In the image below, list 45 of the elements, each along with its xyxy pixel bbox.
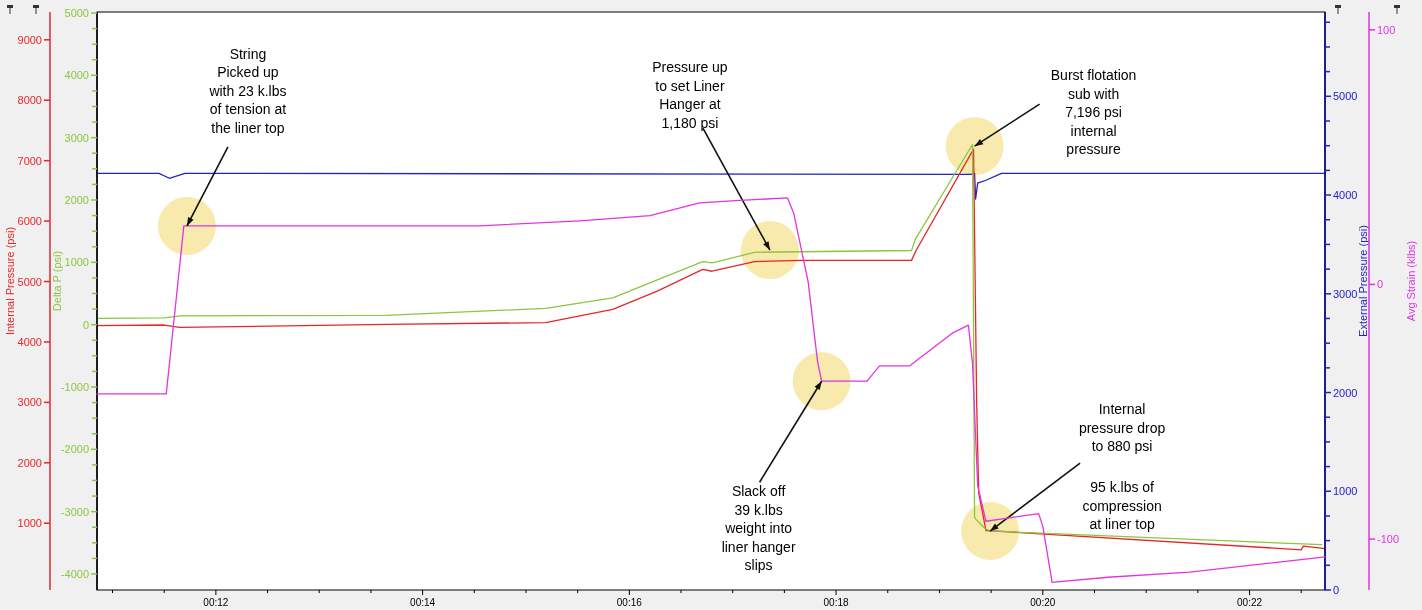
y-tick-label: 5000 — [17, 275, 42, 288]
y3-tick-label: 2000 — [1333, 386, 1358, 399]
x-tick-label: 00:22 — [1237, 597, 1263, 608]
x-tick-label: 00:20 — [1030, 597, 1056, 608]
y2-tick-label: 2000 — [64, 193, 89, 206]
y3-axis-title: External Pressure (psi) — [1357, 225, 1369, 337]
y3-tick-label: 1000 — [1333, 485, 1358, 498]
annotation: Pressure up to set Liner Hanger at 1,180 psi — [652, 59, 728, 131]
y-tick-label: 4000 — [17, 335, 42, 348]
y2-axis-title: Delta P (psi) — [51, 250, 63, 312]
annotation: 95 k.lbs of compression at liner top — [1082, 479, 1162, 533]
y-tick-label: 9000 — [17, 33, 42, 46]
y-tick-label: 0 — [1377, 278, 1384, 291]
y2-tick-label: -2000 — [60, 443, 89, 456]
y3-tick-label: 4000 — [1333, 189, 1358, 202]
y2-tick-label: 3000 — [64, 131, 89, 144]
y2-tick-label: 5000 — [64, 7, 89, 19]
y-tick-label: 3000 — [17, 396, 42, 409]
annotation: Internal pressure drop to 880 psi — [1078, 401, 1166, 455]
y2-tick-label: -4000 — [60, 567, 89, 580]
x-tick-label: 00:18 — [823, 597, 850, 608]
y2-tick-label: -1000 — [60, 380, 89, 393]
y-axis-title: Internal Pressure (psi) — [4, 226, 16, 336]
y-tick-label: 1000 — [17, 517, 42, 530]
annotation: String Picked up with 23 k.lbs of tension at the liner top — [208, 45, 287, 136]
y-tick-label: 2000 — [17, 456, 42, 469]
y-tick-label: 8000 — [17, 94, 42, 107]
y-tick-label: -100 — [1377, 533, 1400, 546]
y2-tick-label: 4000 — [64, 69, 89, 82]
x-tick-label: 00:16 — [616, 597, 643, 608]
annotation: Burst flotation sub with 7,196 psi internal pressure — [1050, 67, 1137, 158]
y2-tick-label: -3000 — [60, 505, 89, 518]
y3-tick-label: 3000 — [1333, 287, 1358, 300]
x-tick-label: 00:14 — [410, 597, 436, 608]
y-tick-label: 6000 — [17, 215, 42, 228]
y-tick-label: 7000 — [17, 154, 42, 167]
y-tick-label: 100 — [1377, 23, 1396, 36]
x-tick-label: 00:12 — [203, 597, 229, 608]
y3-tick-label: 5000 — [1333, 90, 1358, 103]
y2-tick-label: 0 — [82, 318, 89, 331]
y-axis-title: Avg Strain (klbs) — [1405, 240, 1417, 322]
line-series — [96, 197, 1326, 584]
y2-tick-label: 1000 — [64, 256, 89, 269]
annotation: Slack off 39 k.lbs weight into liner hanger slips — [721, 483, 796, 574]
y3-tick-label: 0 — [1333, 584, 1340, 596]
